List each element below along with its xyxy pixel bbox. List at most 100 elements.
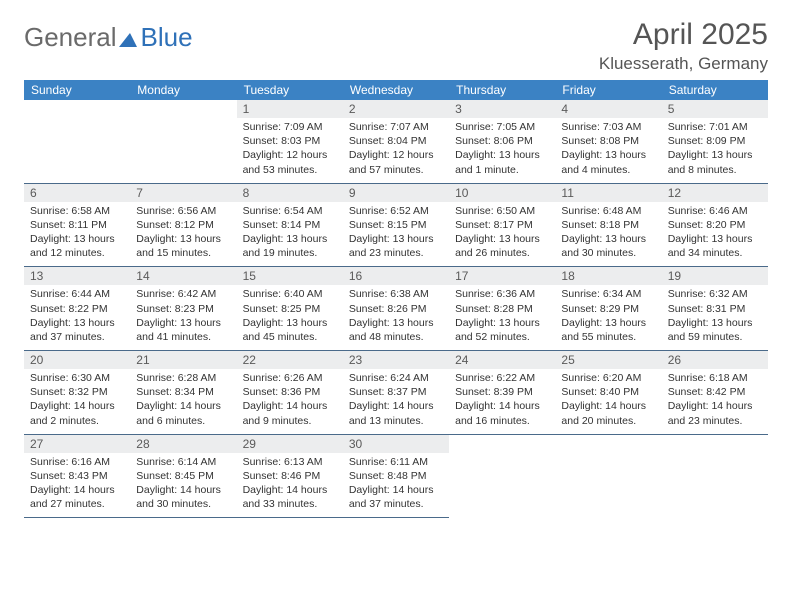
daylight-line: Daylight: 13 hours and 37 minutes. [30, 316, 124, 344]
logo-text-blue: Blue [141, 22, 193, 53]
daylight-line: Daylight: 12 hours and 53 minutes. [243, 148, 337, 176]
calendar-cell: 28Sunrise: 6:14 AMSunset: 8:45 PMDayligh… [130, 434, 236, 518]
day-body: Sunrise: 6:26 AMSunset: 8:36 PMDaylight:… [237, 369, 343, 434]
daylight-line: Daylight: 13 hours and 34 minutes. [668, 232, 762, 260]
calendar-cell-empty [130, 100, 236, 183]
sunset-line: Sunset: 8:11 PM [30, 218, 124, 232]
day-body: Sunrise: 6:24 AMSunset: 8:37 PMDaylight:… [343, 369, 449, 434]
daylight-line: Daylight: 13 hours and 26 minutes. [455, 232, 549, 260]
weekday-header: Tuesday [237, 80, 343, 100]
sunset-line: Sunset: 8:09 PM [668, 134, 762, 148]
sunset-line: Sunset: 8:28 PM [455, 302, 549, 316]
daylight-line: Daylight: 13 hours and 48 minutes. [349, 316, 443, 344]
daylight-line: Daylight: 14 hours and 23 minutes. [668, 399, 762, 427]
sunset-line: Sunset: 8:20 PM [668, 218, 762, 232]
day-number: 1 [237, 100, 343, 118]
sunrise-line: Sunrise: 6:52 AM [349, 204, 443, 218]
sunset-line: Sunset: 8:22 PM [30, 302, 124, 316]
day-number: 4 [555, 100, 661, 118]
calendar-cell: 14Sunrise: 6:42 AMSunset: 8:23 PMDayligh… [130, 267, 236, 351]
sunset-line: Sunset: 8:04 PM [349, 134, 443, 148]
day-body: Sunrise: 6:34 AMSunset: 8:29 PMDaylight:… [555, 285, 661, 350]
sunset-line: Sunset: 8:25 PM [243, 302, 337, 316]
day-number: 18 [555, 267, 661, 285]
calendar-cell-empty [449, 434, 555, 518]
sunrise-line: Sunrise: 6:11 AM [349, 455, 443, 469]
daylight-line: Daylight: 14 hours and 9 minutes. [243, 399, 337, 427]
calendar-cell: 1Sunrise: 7:09 AMSunset: 8:03 PMDaylight… [237, 100, 343, 183]
sunset-line: Sunset: 8:37 PM [349, 385, 443, 399]
day-body: Sunrise: 7:01 AMSunset: 8:09 PMDaylight:… [662, 118, 768, 183]
day-number: 6 [24, 184, 130, 202]
calendar-table: SundayMondayTuesdayWednesdayThursdayFrid… [24, 80, 768, 518]
calendar-cell: 12Sunrise: 6:46 AMSunset: 8:20 PMDayligh… [662, 183, 768, 267]
sunrise-line: Sunrise: 7:09 AM [243, 120, 337, 134]
sunrise-line: Sunrise: 6:30 AM [30, 371, 124, 385]
day-body: Sunrise: 6:48 AMSunset: 8:18 PMDaylight:… [555, 202, 661, 267]
day-body: Sunrise: 6:54 AMSunset: 8:14 PMDaylight:… [237, 202, 343, 267]
day-number: 5 [662, 100, 768, 118]
calendar-cell: 13Sunrise: 6:44 AMSunset: 8:22 PMDayligh… [24, 267, 130, 351]
sunset-line: Sunset: 8:18 PM [561, 218, 655, 232]
daylight-line: Daylight: 13 hours and 23 minutes. [349, 232, 443, 260]
daylight-line: Daylight: 13 hours and 4 minutes. [561, 148, 655, 176]
calendar-cell: 4Sunrise: 7:03 AMSunset: 8:08 PMDaylight… [555, 100, 661, 183]
day-number: 24 [449, 351, 555, 369]
sunrise-line: Sunrise: 6:34 AM [561, 287, 655, 301]
sunrise-line: Sunrise: 6:36 AM [455, 287, 549, 301]
weekday-header: Saturday [662, 80, 768, 100]
day-number: 28 [130, 435, 236, 453]
day-body: Sunrise: 6:52 AMSunset: 8:15 PMDaylight:… [343, 202, 449, 267]
daylight-line: Daylight: 14 hours and 30 minutes. [136, 483, 230, 511]
calendar-cell: 8Sunrise: 6:54 AMSunset: 8:14 PMDaylight… [237, 183, 343, 267]
sunrise-line: Sunrise: 6:42 AM [136, 287, 230, 301]
day-body: Sunrise: 6:50 AMSunset: 8:17 PMDaylight:… [449, 202, 555, 267]
daylight-line: Daylight: 14 hours and 20 minutes. [561, 399, 655, 427]
day-number: 17 [449, 267, 555, 285]
weekday-header: Wednesday [343, 80, 449, 100]
day-number: 25 [555, 351, 661, 369]
calendar-row: 6Sunrise: 6:58 AMSunset: 8:11 PMDaylight… [24, 183, 768, 267]
weekday-header: Thursday [449, 80, 555, 100]
sunset-line: Sunset: 8:42 PM [668, 385, 762, 399]
calendar-cell-empty [662, 434, 768, 518]
daylight-line: Daylight: 13 hours and 1 minute. [455, 148, 549, 176]
calendar-cell: 11Sunrise: 6:48 AMSunset: 8:18 PMDayligh… [555, 183, 661, 267]
day-body: Sunrise: 6:44 AMSunset: 8:22 PMDaylight:… [24, 285, 130, 350]
day-number: 3 [449, 100, 555, 118]
sunrise-line: Sunrise: 6:14 AM [136, 455, 230, 469]
sunrise-line: Sunrise: 6:46 AM [668, 204, 762, 218]
sunrise-line: Sunrise: 6:58 AM [30, 204, 124, 218]
calendar-cell: 29Sunrise: 6:13 AMSunset: 8:46 PMDayligh… [237, 434, 343, 518]
day-number: 19 [662, 267, 768, 285]
day-number: 15 [237, 267, 343, 285]
sunrise-line: Sunrise: 6:32 AM [668, 287, 762, 301]
day-body: Sunrise: 6:42 AMSunset: 8:23 PMDaylight:… [130, 285, 236, 350]
daylight-line: Daylight: 13 hours and 30 minutes. [561, 232, 655, 260]
calendar-cell: 10Sunrise: 6:50 AMSunset: 8:17 PMDayligh… [449, 183, 555, 267]
sunset-line: Sunset: 8:48 PM [349, 469, 443, 483]
day-number: 23 [343, 351, 449, 369]
daylight-line: Daylight: 13 hours and 12 minutes. [30, 232, 124, 260]
sunrise-line: Sunrise: 6:28 AM [136, 371, 230, 385]
sunrise-line: Sunrise: 6:40 AM [243, 287, 337, 301]
day-body: Sunrise: 6:22 AMSunset: 8:39 PMDaylight:… [449, 369, 555, 434]
day-number: 29 [237, 435, 343, 453]
calendar-header-row: SundayMondayTuesdayWednesdayThursdayFrid… [24, 80, 768, 100]
calendar-cell: 16Sunrise: 6:38 AMSunset: 8:26 PMDayligh… [343, 267, 449, 351]
daylight-line: Daylight: 14 hours and 33 minutes. [243, 483, 337, 511]
daylight-line: Daylight: 13 hours and 15 minutes. [136, 232, 230, 260]
location: Kluesserath, Germany [599, 54, 768, 74]
day-body: Sunrise: 7:03 AMSunset: 8:08 PMDaylight:… [555, 118, 661, 183]
title-block: April 2025 Kluesserath, Germany [599, 18, 768, 74]
calendar-row: 20Sunrise: 6:30 AMSunset: 8:32 PMDayligh… [24, 351, 768, 435]
daylight-line: Daylight: 13 hours and 52 minutes. [455, 316, 549, 344]
calendar-cell: 20Sunrise: 6:30 AMSunset: 8:32 PMDayligh… [24, 351, 130, 435]
day-number: 21 [130, 351, 236, 369]
logo: General Blue [24, 22, 193, 53]
day-number: 30 [343, 435, 449, 453]
calendar-body: 1Sunrise: 7:09 AMSunset: 8:03 PMDaylight… [24, 100, 768, 518]
sunset-line: Sunset: 8:14 PM [243, 218, 337, 232]
calendar-cell: 24Sunrise: 6:22 AMSunset: 8:39 PMDayligh… [449, 351, 555, 435]
day-body: Sunrise: 6:32 AMSunset: 8:31 PMDaylight:… [662, 285, 768, 350]
